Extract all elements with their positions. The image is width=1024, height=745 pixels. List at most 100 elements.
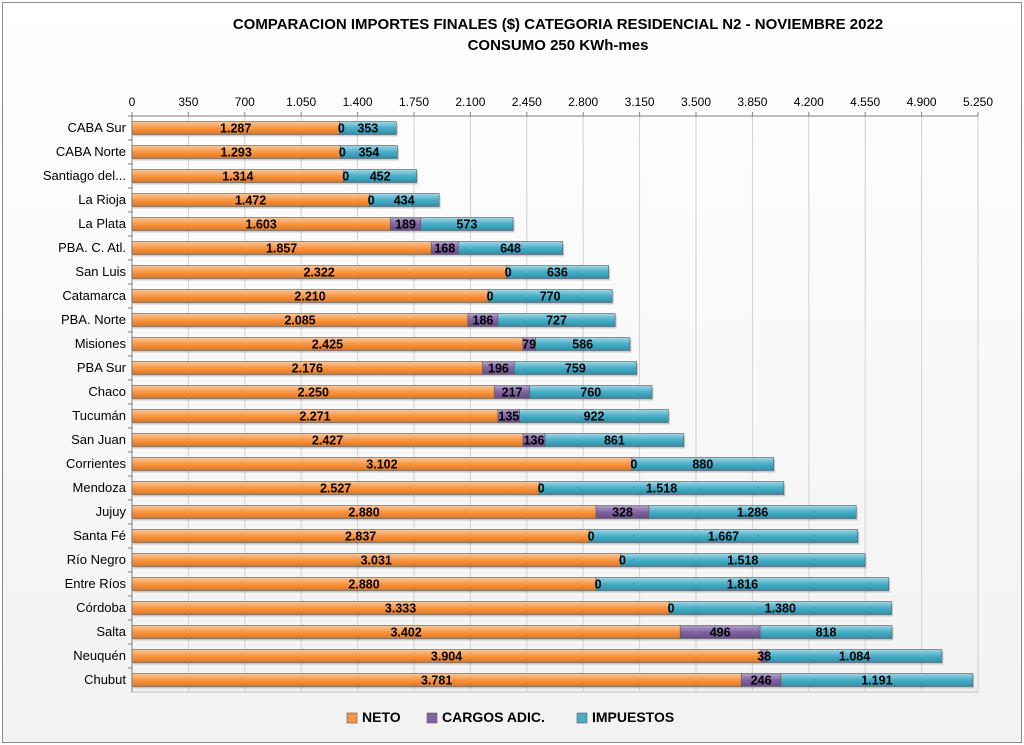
data-label: 573 bbox=[457, 218, 478, 232]
x-tick-label: 2.450 bbox=[512, 95, 542, 109]
legend-label: IMPUESTOS bbox=[592, 709, 674, 725]
x-tick-label: 2.100 bbox=[455, 95, 485, 109]
bar-impuestos bbox=[631, 457, 774, 471]
data-label: 760 bbox=[580, 386, 601, 400]
legend-swatch bbox=[346, 712, 358, 724]
data-label: 2.176 bbox=[292, 362, 323, 376]
y-category-label: CABA Sur bbox=[67, 120, 126, 135]
data-label: 648 bbox=[500, 242, 521, 256]
data-label: 3.333 bbox=[385, 602, 416, 616]
x-tick-label: 5.250 bbox=[963, 95, 993, 109]
y-category-label: Chubut bbox=[84, 672, 126, 687]
data-label: 2.880 bbox=[348, 578, 379, 592]
data-label: 2.427 bbox=[312, 434, 343, 448]
data-label: 0 bbox=[338, 122, 345, 136]
x-tick-label: 3.150 bbox=[625, 95, 655, 109]
bar-impuestos bbox=[766, 649, 943, 663]
y-category-label: Corrientes bbox=[66, 456, 126, 471]
data-label: 880 bbox=[692, 458, 713, 472]
data-label: 1.286 bbox=[737, 506, 768, 520]
legend: NETO CARGOS ADIC. IMPUESTOS bbox=[346, 709, 674, 725]
data-label: 1.518 bbox=[646, 482, 677, 496]
bar-impuestos bbox=[620, 553, 866, 567]
data-label: 2.210 bbox=[294, 290, 325, 304]
y-category-label: Chaco bbox=[88, 384, 126, 399]
data-label: 246 bbox=[751, 674, 772, 688]
x-tick-label: 3.850 bbox=[737, 95, 767, 109]
data-label: 0 bbox=[342, 170, 349, 184]
data-label: 2.880 bbox=[348, 506, 379, 520]
bar-impuestos bbox=[497, 313, 616, 327]
x-tick-label: 350 bbox=[178, 95, 198, 109]
gridlines bbox=[128, 112, 979, 693]
y-category-label: Santiago del... bbox=[43, 168, 126, 183]
data-label: 3.781 bbox=[421, 674, 452, 688]
data-label: 2.271 bbox=[299, 410, 330, 424]
data-label: 2.250 bbox=[298, 386, 329, 400]
data-label: 727 bbox=[546, 314, 567, 328]
y-category-label: Jujuy bbox=[96, 504, 127, 519]
y-category-label: Río Negro bbox=[67, 552, 126, 567]
y-category-label: Mendoza bbox=[73, 480, 127, 495]
bar-impuestos bbox=[648, 505, 857, 519]
chart-subtitle: CONSUMO 250 KWh-mes bbox=[468, 37, 649, 54]
data-label: 136 bbox=[524, 434, 545, 448]
data-label: 1.816 bbox=[727, 578, 758, 592]
data-label: 196 bbox=[488, 362, 509, 376]
data-label: 2.425 bbox=[312, 338, 343, 352]
bar-impuestos bbox=[340, 145, 398, 159]
data-label: 1.293 bbox=[221, 146, 252, 160]
data-label: 1.667 bbox=[708, 530, 739, 544]
bar-impuestos bbox=[420, 217, 514, 231]
x-tick-label: 0 bbox=[129, 95, 136, 109]
data-label: 0 bbox=[668, 602, 675, 616]
data-label: 0 bbox=[595, 578, 602, 592]
data-label: 770 bbox=[540, 290, 561, 304]
bar-impuestos bbox=[513, 361, 637, 375]
data-label: 586 bbox=[572, 338, 593, 352]
data-label: 818 bbox=[816, 626, 837, 640]
bars bbox=[131, 121, 975, 689]
x-tick-label: 4.900 bbox=[907, 95, 937, 109]
bar-impuestos bbox=[535, 337, 631, 351]
bar-impuestos bbox=[759, 625, 893, 639]
x-tick-label: 2.800 bbox=[568, 95, 598, 109]
y-category-label: Neuquén bbox=[73, 648, 126, 663]
data-label: 168 bbox=[434, 242, 455, 256]
x-tick-label: 1.750 bbox=[399, 95, 429, 109]
x-axis-ticks: 0 350 700 1.050 1.400 1.750 2.100 2.450 2.800 3.1… bbox=[129, 95, 994, 109]
data-label: 328 bbox=[612, 506, 633, 520]
data-label: 354 bbox=[358, 146, 379, 160]
bar-impuestos bbox=[339, 121, 397, 135]
y-category-label: CABA Norte bbox=[56, 144, 126, 159]
data-label: 0 bbox=[588, 530, 595, 544]
data-label: 2.527 bbox=[320, 482, 351, 496]
bar-impuestos bbox=[487, 289, 613, 303]
legend-swatch bbox=[576, 712, 588, 724]
x-tick-label: 4.200 bbox=[794, 95, 824, 109]
data-label: 1.287 bbox=[220, 122, 251, 136]
data-label: 0 bbox=[630, 458, 637, 472]
data-label: 3.402 bbox=[390, 626, 421, 640]
y-category-label: Misiones bbox=[75, 336, 127, 351]
y-category-label: Catamarca bbox=[62, 288, 126, 303]
data-label: 922 bbox=[584, 410, 605, 424]
y-category-label: San Juan bbox=[71, 432, 126, 447]
data-label: 759 bbox=[565, 362, 586, 376]
bar-impuestos bbox=[368, 193, 440, 207]
data-label: 38 bbox=[757, 650, 771, 664]
data-label: 2.085 bbox=[284, 314, 315, 328]
data-label: 353 bbox=[357, 122, 378, 136]
data-label: 452 bbox=[370, 170, 391, 184]
bar-impuestos bbox=[588, 529, 859, 543]
data-label: 0 bbox=[619, 554, 626, 568]
legend-swatch bbox=[426, 712, 438, 724]
y-category-label: La Plata bbox=[78, 216, 126, 231]
data-label: 1.314 bbox=[222, 170, 253, 184]
data-label: 79 bbox=[522, 338, 536, 352]
bar-impuestos bbox=[544, 433, 685, 447]
data-label: 217 bbox=[502, 386, 523, 400]
data-label: 0 bbox=[487, 290, 494, 304]
data-label: 1.084 bbox=[839, 650, 870, 664]
